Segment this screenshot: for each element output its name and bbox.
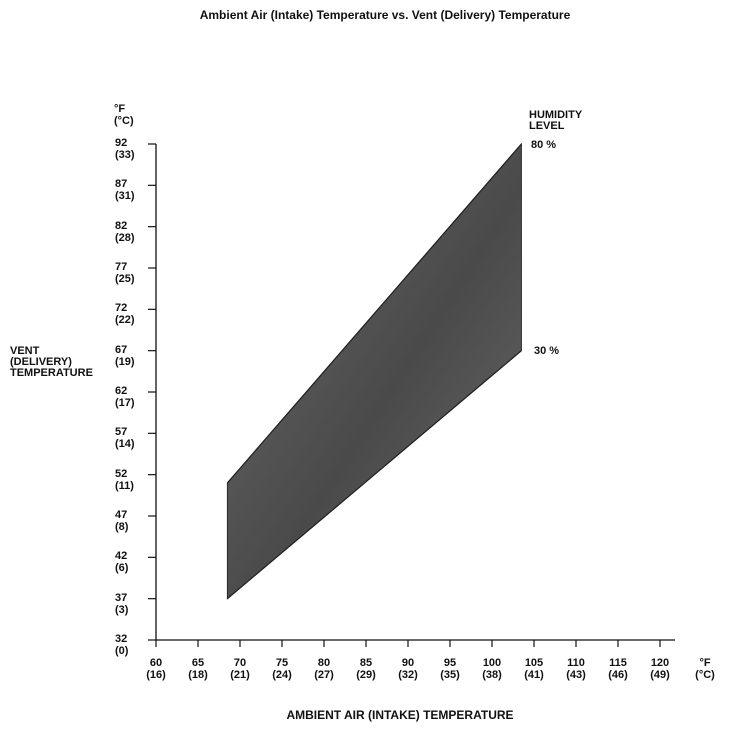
y-tick-label: 67 (19): [115, 343, 135, 368]
y-tick-label: 72 (22): [115, 302, 135, 327]
y-tick-label: 42 (6): [115, 550, 129, 575]
x-tick-label: 100 (38): [482, 657, 502, 681]
x-tick-label: 120 (49): [650, 657, 670, 681]
humidity-80-label: 80 %: [531, 139, 557, 151]
y-tick-label: 77 (25): [115, 261, 135, 285]
x-tick-label: 60 (16): [146, 657, 166, 681]
x-tick-label: 75 (24): [272, 657, 292, 681]
y-tick-label: 62 (17): [115, 385, 135, 409]
series-line-80: [226, 143, 522, 484]
chart-title: Ambient Air (Intake) Temperature vs. Ven…: [199, 8, 571, 22]
y-unit-label: °F (°C): [114, 103, 134, 127]
y-tick-label: 52 (11): [115, 467, 134, 492]
x-tick-label: 65 (18): [188, 657, 208, 681]
x-tick-label: 85 (29): [356, 657, 376, 681]
y-tick-label: 92 (33): [115, 137, 135, 161]
x-tick-label: 80 (27): [314, 657, 334, 681]
y-tick-label: 32 (0): [115, 633, 129, 657]
y-tick-label: 37 (3): [115, 591, 129, 616]
x-axis-title: AMBIENT AIR (INTAKE) TEMPERATURE: [286, 708, 514, 722]
x-tick-label: 115 (46): [608, 657, 628, 681]
humidity-30-label: 30 %: [534, 345, 560, 357]
x-tick-label: 105 (41): [524, 657, 544, 681]
x-tick-label: 95 (35): [440, 657, 460, 681]
humidity-level-title: HUMIDITY LEVEL: [529, 109, 583, 132]
y-axis-title: VENT (DELIVERY) TEMPERATURE: [10, 345, 93, 379]
y-tick-label: 57 (14): [115, 426, 135, 451]
x-tick-label: 70 (21): [230, 657, 250, 681]
humidity-band: [226, 142, 522, 600]
x-unit-label: °F (°C): [695, 657, 715, 681]
y-tick-label: 87 (31): [115, 178, 135, 203]
y-tick-label: 82 (28): [115, 219, 135, 244]
series-line-30: [227, 350, 522, 600]
x-tick-label: 110 (43): [566, 657, 586, 681]
y-tick-label: 47 (8): [115, 509, 129, 533]
x-tick-label: 90 (32): [398, 657, 418, 681]
